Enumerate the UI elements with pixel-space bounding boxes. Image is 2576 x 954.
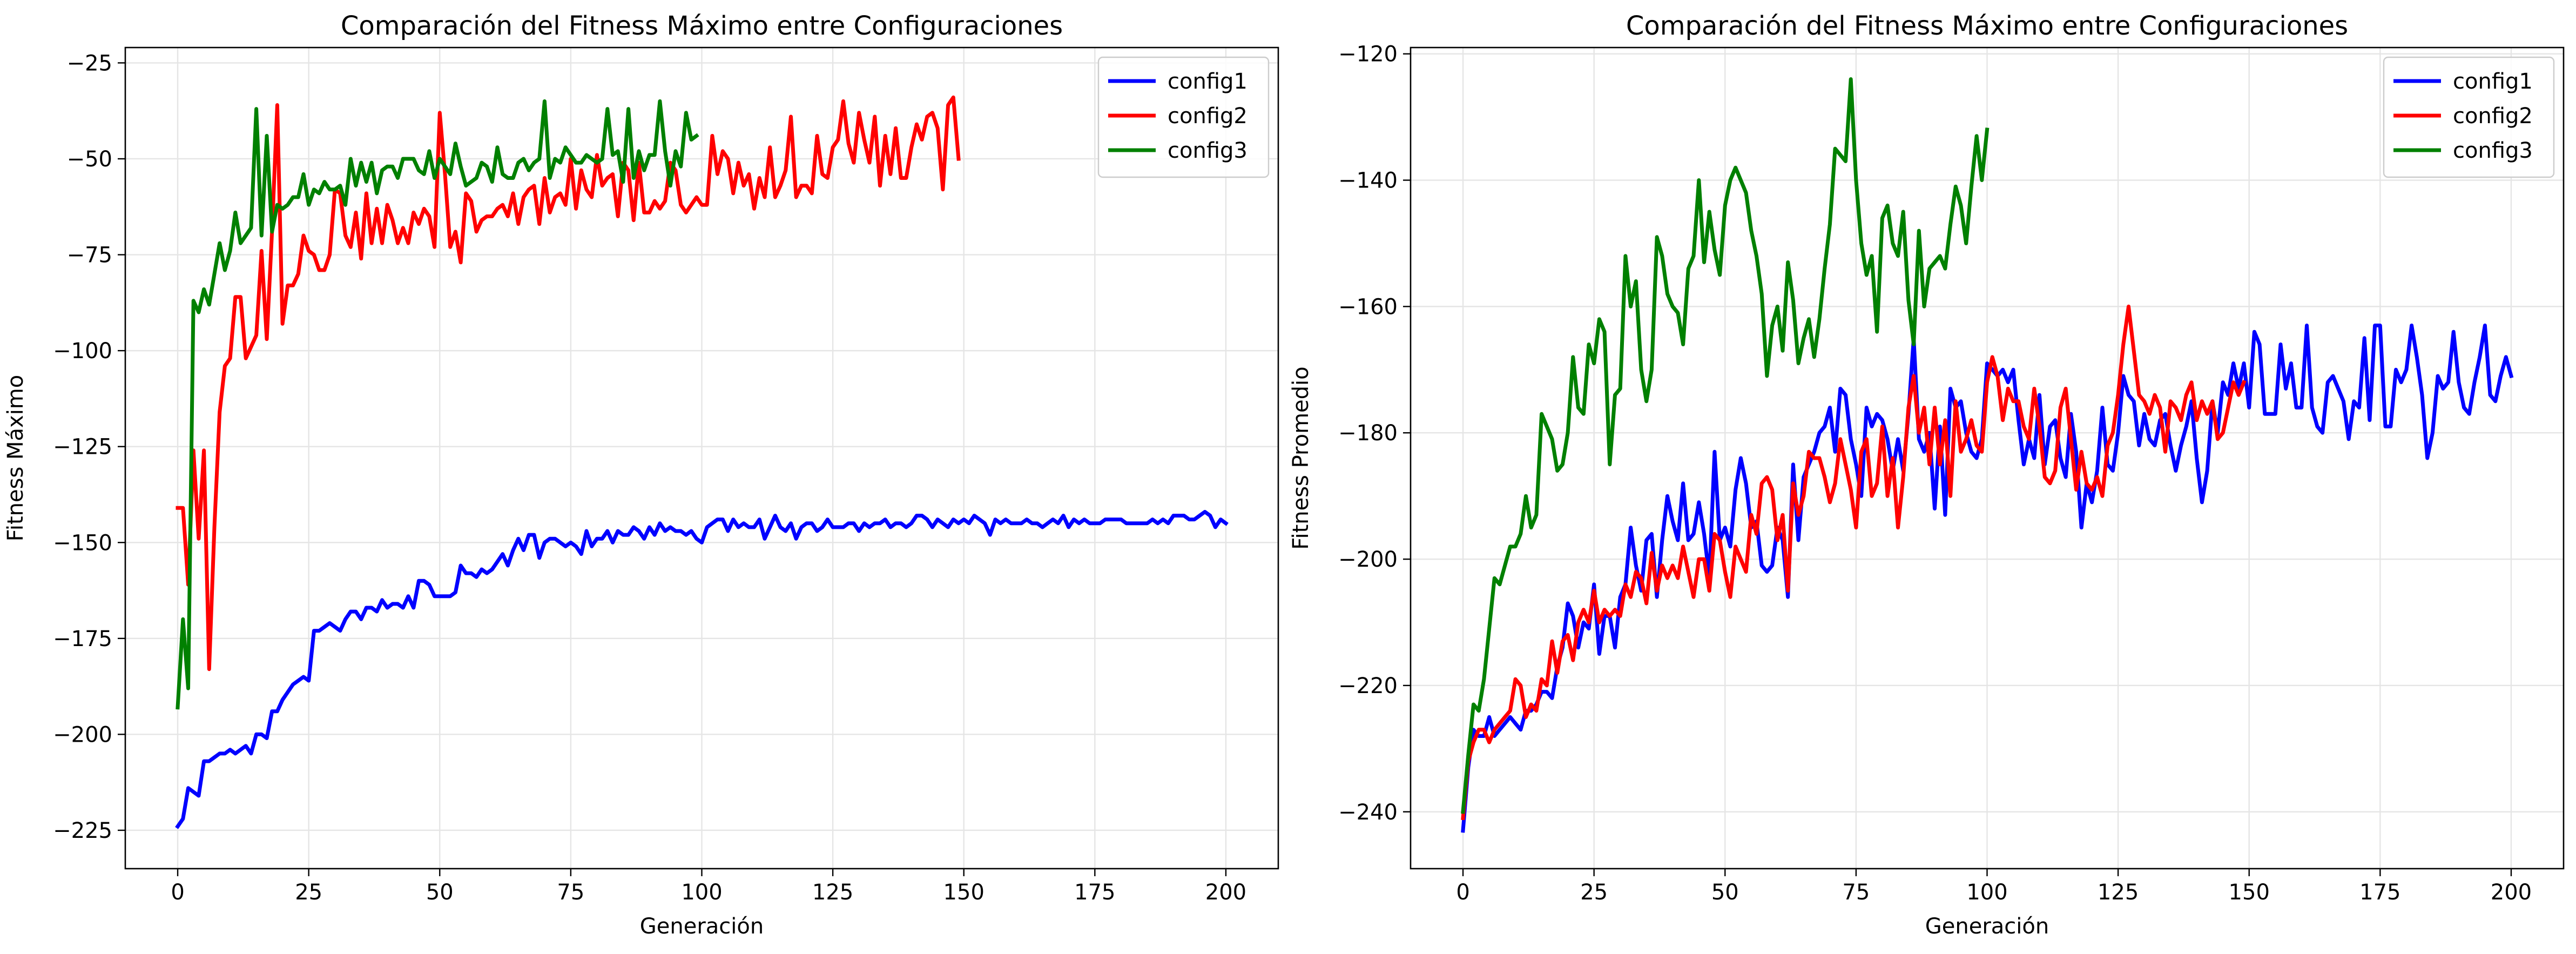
legend-label: config3	[2453, 138, 2533, 163]
x-tick-label: 125	[2098, 880, 2139, 905]
series-line-config1	[175, 509, 1229, 829]
y-axis-label: Fitness Máximo	[3, 375, 28, 542]
y-tick-label: −150	[53, 530, 112, 555]
y-tick-label: −160	[1338, 294, 1398, 319]
x-tick-label: 125	[812, 880, 853, 905]
x-tick-label: 100	[1966, 880, 2007, 905]
y-tick-label: −200	[1338, 547, 1398, 572]
x-tick-label: 200	[2491, 880, 2532, 905]
series-line-config3	[1461, 77, 1990, 814]
chart-panel-2: 0 25 50 75 100 125 150 175 200 −240 −220 −200 −180 −1…	[1289, 11, 2565, 939]
legend: config1 config2 config3	[1097, 56, 1270, 178]
series-line-config3	[176, 99, 699, 710]
y-tick-label: −225	[53, 818, 112, 843]
x-tick-label: 150	[943, 880, 984, 905]
y-tick-label: −50	[67, 147, 112, 172]
x-tick-label: 150	[2229, 880, 2270, 905]
y-tick-label: −180	[1338, 421, 1398, 446]
y-tick-label: −175	[53, 627, 112, 651]
x-tick-label: 75	[1842, 880, 1870, 905]
series-line-config2	[176, 95, 961, 671]
y-tick-label: −240	[1338, 800, 1398, 825]
y-tick-label: −220	[1338, 674, 1398, 698]
legend-label: config2	[2453, 104, 2533, 129]
y-axis-label: Fitness Promedio	[1289, 366, 1313, 549]
y-tick-label: −120	[1338, 42, 1398, 67]
x-tick-label: 50	[1711, 880, 1739, 905]
y-tick-label: −200	[53, 722, 112, 747]
y-tick-label: −25	[67, 51, 112, 76]
series-line-config2	[1461, 304, 2247, 821]
chart-panel-1: 0 25 50 75 100 125 150 175 200 −225 −200 −175 −150 −1…	[3, 11, 1279, 939]
legend-label: config1	[2453, 69, 2533, 94]
legend-label: config3	[1168, 138, 1247, 163]
x-tick-label: 175	[1074, 880, 1115, 905]
chart-title: Comparación del Fitness Máximo entre Con…	[341, 11, 1063, 41]
x-tick-label: 25	[295, 880, 322, 905]
x-tick-label: 0	[1456, 880, 1469, 905]
legend-box	[1097, 56, 1270, 178]
legend-box	[2383, 56, 2555, 178]
y-tick-label: −100	[53, 339, 112, 364]
x-tick-label: 0	[171, 880, 184, 905]
x-tick-label: 75	[557, 880, 584, 905]
y-tick-label: −125	[53, 435, 112, 460]
legend-label: config1	[1168, 69, 1247, 94]
x-axis-label: Generación	[1925, 914, 2049, 939]
x-tick-label: 175	[2359, 880, 2400, 905]
y-tick-label: −140	[1338, 169, 1398, 193]
x-axis-label: Generación	[640, 914, 764, 939]
y-tick-label: −75	[67, 243, 112, 268]
chart-title: Comparación del Fitness Máximo entre Con…	[1626, 11, 2348, 41]
legend-label: config2	[1168, 104, 1247, 129]
x-tick-label: 200	[1205, 880, 1246, 905]
x-tick-label: 25	[1580, 880, 1608, 905]
x-tick-label: 50	[426, 880, 454, 905]
x-tick-label: 100	[681, 880, 722, 905]
legend: config1 config2 config3	[2383, 56, 2555, 178]
